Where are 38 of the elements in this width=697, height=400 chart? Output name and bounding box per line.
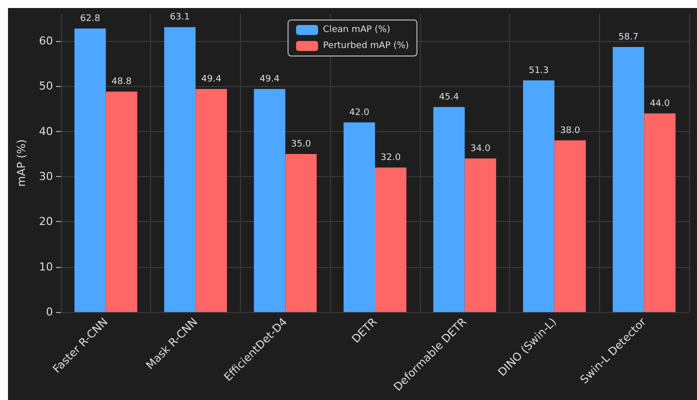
data-label: 63.1 [170, 12, 190, 23]
data-label: 49.4 [201, 74, 222, 84]
bar [254, 88, 286, 312]
data-label: 48.8 [112, 77, 132, 88]
data-label: 35.0 [290, 139, 312, 150]
bar [196, 88, 227, 312]
bar [644, 113, 676, 312]
bar [164, 27, 196, 312]
y-tick-label: 10 [39, 260, 53, 274]
y-tick-label: 30 [39, 170, 53, 184]
y-tick-label: 60 [39, 34, 53, 48]
bar [344, 122, 375, 312]
data-label: 51.3 [528, 66, 549, 76]
data-label: 49.4 [260, 74, 280, 84]
y-tick-label: 40 [39, 124, 53, 138]
data-label: 32.0 [380, 153, 401, 164]
data-label: 38.0 [560, 126, 580, 136]
bar [612, 46, 644, 312]
bar [554, 140, 586, 312]
legend-label: Perturbed mAP (%) [323, 41, 409, 51]
bar [106, 92, 138, 312]
bar [74, 28, 106, 312]
bar [523, 80, 554, 312]
y-axis-title: mAP (%) [15, 139, 28, 187]
y-tick-label: 50 [39, 80, 53, 93]
data-label: 45.4 [438, 92, 460, 103]
data-label: 58.7 [618, 32, 638, 42]
data-label: 62.8 [80, 14, 100, 24]
bar [433, 107, 465, 312]
data-label: 34.0 [470, 144, 491, 154]
legend-label: Clean mAP (%) [323, 25, 390, 35]
bar [285, 154, 317, 312]
data-label: 44.0 [650, 98, 670, 109]
bar [464, 158, 496, 312]
data-label: 42.0 [349, 108, 370, 118]
y-tick-label: 0 [46, 306, 53, 318]
bar [375, 168, 406, 312]
y-tick-label: 20 [39, 215, 53, 228]
